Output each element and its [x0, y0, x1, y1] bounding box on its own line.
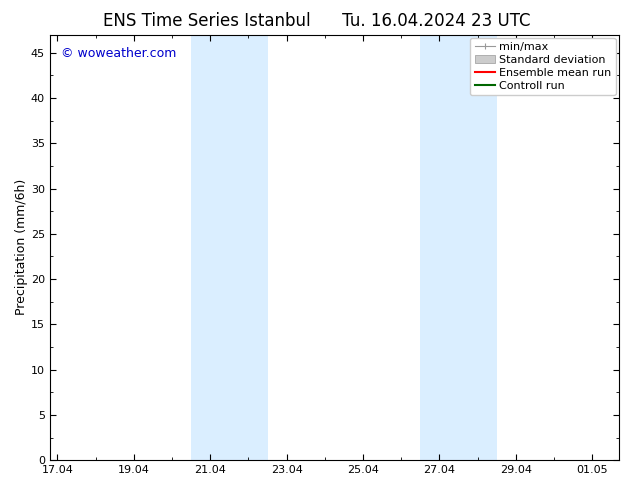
Y-axis label: Precipitation (mm/6h): Precipitation (mm/6h): [15, 179, 28, 316]
Bar: [191, 35, 268, 460]
Bar: [420, 35, 497, 460]
Text: ENS Time Series Istanbul      Tu. 16.04.2024 23 UTC: ENS Time Series Istanbul Tu. 16.04.2024 …: [103, 12, 531, 30]
Legend: min/max, Standard deviation, Ensemble mean run, Controll run: min/max, Standard deviation, Ensemble me…: [470, 38, 616, 95]
Text: © woweather.com: © woweather.com: [61, 48, 176, 60]
